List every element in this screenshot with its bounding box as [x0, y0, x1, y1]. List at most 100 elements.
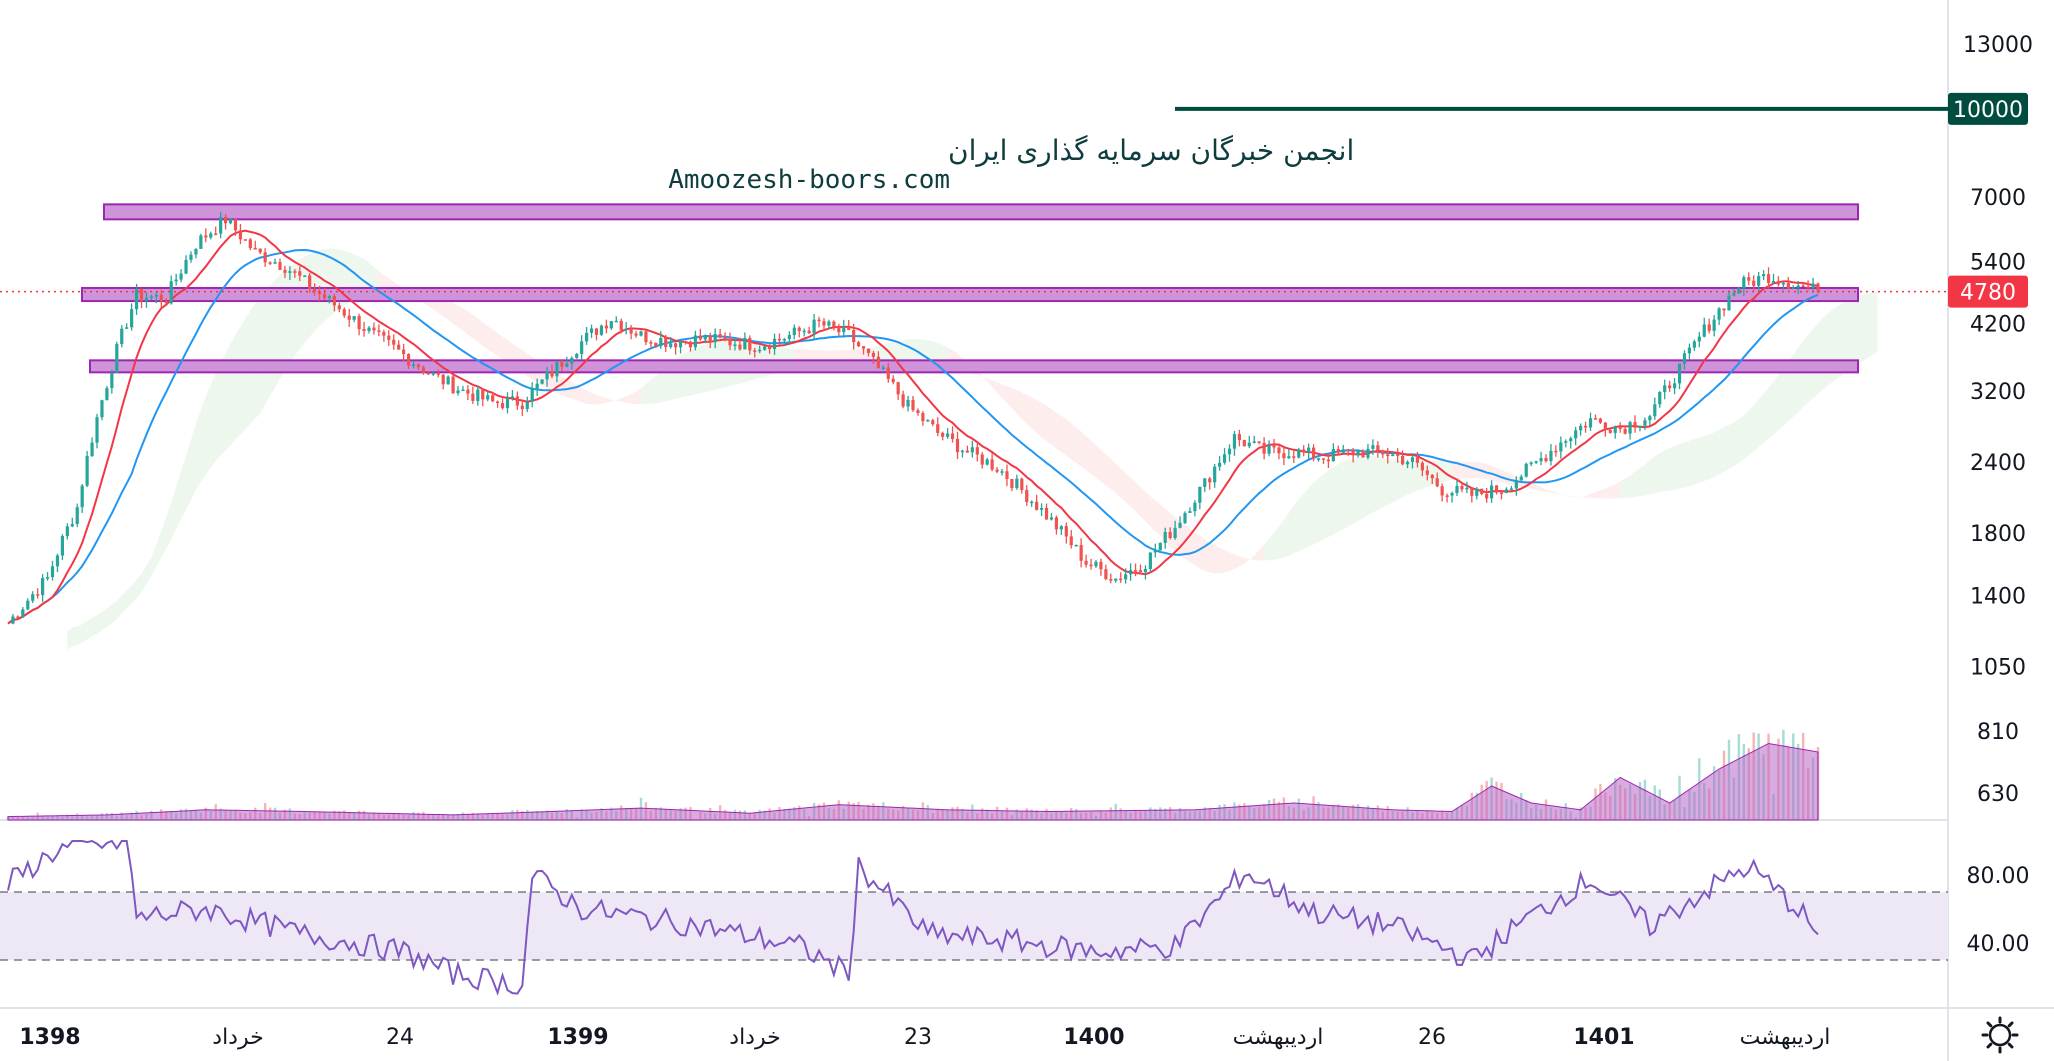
candle-body: [1000, 471, 1004, 473]
candle-body: [1430, 474, 1434, 479]
cloud-segment: [1100, 449, 1106, 486]
candle-body: [1109, 579, 1113, 581]
candle-body: [1119, 578, 1123, 581]
candle-body: [1183, 512, 1187, 523]
time-axis[interactable]: 1398 خرداد 24 1399 خرداد 23 1400 اردیبهشت 26 1401…: [19, 1025, 1830, 1050]
cloud-segment: [636, 388, 642, 405]
cloud-segment: [982, 376, 988, 382]
candle-body: [1193, 502, 1197, 512]
candle-body: [1237, 434, 1241, 440]
candle-body: [881, 367, 885, 369]
cloud-segment: [1081, 431, 1087, 471]
candle-body: [1267, 445, 1271, 454]
candle-body: [1796, 285, 1800, 288]
cloud-segment: [1437, 460, 1443, 484]
cloud-segment: [1590, 492, 1596, 499]
price-zone-rect[interactable]: [81, 286, 1859, 303]
cloud-segment: [1709, 432, 1715, 480]
candle-body: [1153, 550, 1157, 553]
candle-body: [1158, 542, 1162, 551]
cloud-segment: [1595, 490, 1601, 499]
cloud-segment: [1372, 456, 1378, 513]
candle-body: [26, 600, 30, 610]
candle-body: [1514, 480, 1518, 489]
cloud-segment: [220, 353, 226, 456]
cloud-segment: [1531, 482, 1537, 490]
cloud-segment: [1664, 447, 1670, 492]
candle-body: [1499, 492, 1504, 495]
candle-body: [985, 459, 989, 465]
candle-body: [758, 349, 762, 352]
time-tick-label: 23: [904, 1025, 932, 1050]
candle-body: [817, 319, 821, 322]
candle-body: [362, 329, 366, 331]
candle-body: [1010, 478, 1014, 488]
cloud-segment: [1259, 544, 1265, 561]
candle-body: [100, 400, 104, 418]
cloud-segment: [898, 340, 904, 365]
candle-body: [570, 357, 574, 364]
cloud-segment: [294, 259, 300, 356]
candle-body: [545, 371, 549, 380]
price-axis[interactable]: 13000 7000 5400 4200 3200 2400 1800 1400 1050 810…: [1963, 33, 2033, 957]
cloud-segment: [586, 390, 592, 405]
candle-body: [688, 341, 693, 348]
candle-body: [1757, 276, 1761, 286]
candle-body: [609, 321, 613, 329]
cloud-segment: [1728, 422, 1734, 470]
candle-body: [916, 410, 920, 413]
candle-body: [1707, 324, 1711, 331]
cloud-segment: [1694, 437, 1700, 485]
candle-body: [738, 344, 742, 350]
cloud-segment: [443, 298, 449, 320]
candle-body: [1341, 449, 1345, 453]
price-tick-label: 2400: [1970, 451, 2026, 476]
candle-body: [965, 450, 969, 453]
candle-body: [753, 350, 757, 352]
cloud-segment: [1407, 460, 1413, 495]
candle-body: [1435, 478, 1439, 487]
cloud-segment: [660, 367, 666, 403]
candle-body: [481, 389, 485, 400]
support-resistance-zones[interactable]: [81, 203, 1859, 374]
candle-body: [441, 374, 445, 385]
candle-body: [149, 296, 154, 298]
candle-body: [1722, 308, 1726, 311]
cloud-segment: [1076, 427, 1082, 467]
candle-body: [891, 378, 895, 383]
candle-body: [1307, 447, 1311, 453]
candle-body: [273, 262, 277, 264]
candle-body: [402, 349, 406, 355]
price-zone-rect[interactable]: [89, 359, 1859, 374]
settings-gear-icon[interactable]: [1981, 1016, 2019, 1054]
cloud-segment: [1555, 492, 1561, 495]
candle-body: [1331, 449, 1335, 462]
cloud-segment: [141, 565, 147, 593]
candle-body: [876, 356, 880, 369]
price-zone-rect[interactable]: [103, 203, 1859, 221]
cloud-segment: [1091, 440, 1096, 478]
cloud-segment: [458, 305, 463, 331]
candle-body: [1588, 418, 1593, 428]
candle-body: [530, 388, 534, 402]
candle-body: [896, 382, 900, 395]
candle-body: [1747, 277, 1751, 281]
candle-body: [342, 309, 346, 316]
candle-body: [960, 450, 965, 453]
candle-body: [1672, 383, 1677, 389]
candle-body: [228, 218, 233, 224]
candle-body: [842, 326, 846, 333]
cloud-segment: [1466, 461, 1472, 479]
price-badges: 10000 4780: [1948, 92, 2028, 308]
cloud-segment: [1269, 532, 1275, 561]
candle-body: [1628, 422, 1632, 434]
time-tick-label: اردیبهشت: [1233, 1025, 1324, 1050]
candle-body: [1124, 574, 1128, 580]
candle-body: [1445, 495, 1449, 497]
cloud-segment: [1580, 495, 1586, 498]
cloud-segment: [1724, 424, 1729, 472]
candle-body: [1608, 430, 1612, 433]
candle-body: [1262, 442, 1266, 454]
candle-body: [1376, 445, 1380, 451]
